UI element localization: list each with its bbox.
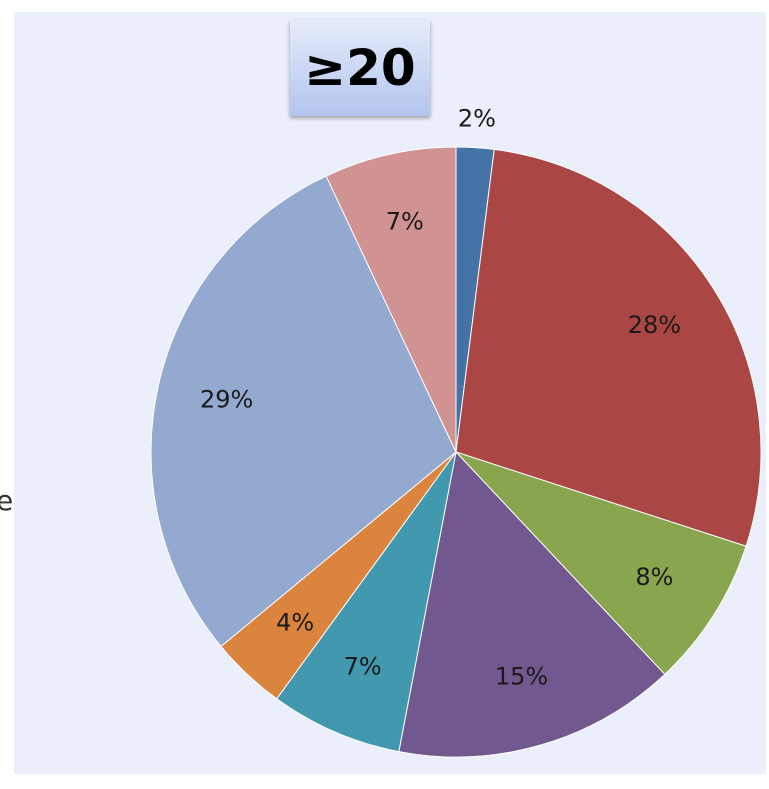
- chart-title: ≥20: [290, 20, 430, 116]
- pie-slice-label: 7%: [386, 208, 424, 236]
- cropped-edge-text: e: [0, 484, 14, 517]
- pie-slice-label: 29%: [200, 386, 253, 414]
- pie-slice-label: 8%: [635, 563, 673, 591]
- pie-slice: [325, 146, 457, 453]
- pie-slice-label: 2%: [458, 105, 496, 133]
- pie-slice: [276, 451, 457, 753]
- pie-slice: [455, 148, 762, 547]
- pie-slice-label: 15%: [495, 663, 548, 691]
- pie-slice-label: 28%: [628, 311, 681, 339]
- pie-slice: [150, 175, 457, 648]
- pie-slice-label: 4%: [276, 608, 314, 636]
- pie-slice: [455, 451, 747, 676]
- pie-slice: [398, 450, 666, 758]
- pie-slice-label: 7%: [344, 653, 382, 681]
